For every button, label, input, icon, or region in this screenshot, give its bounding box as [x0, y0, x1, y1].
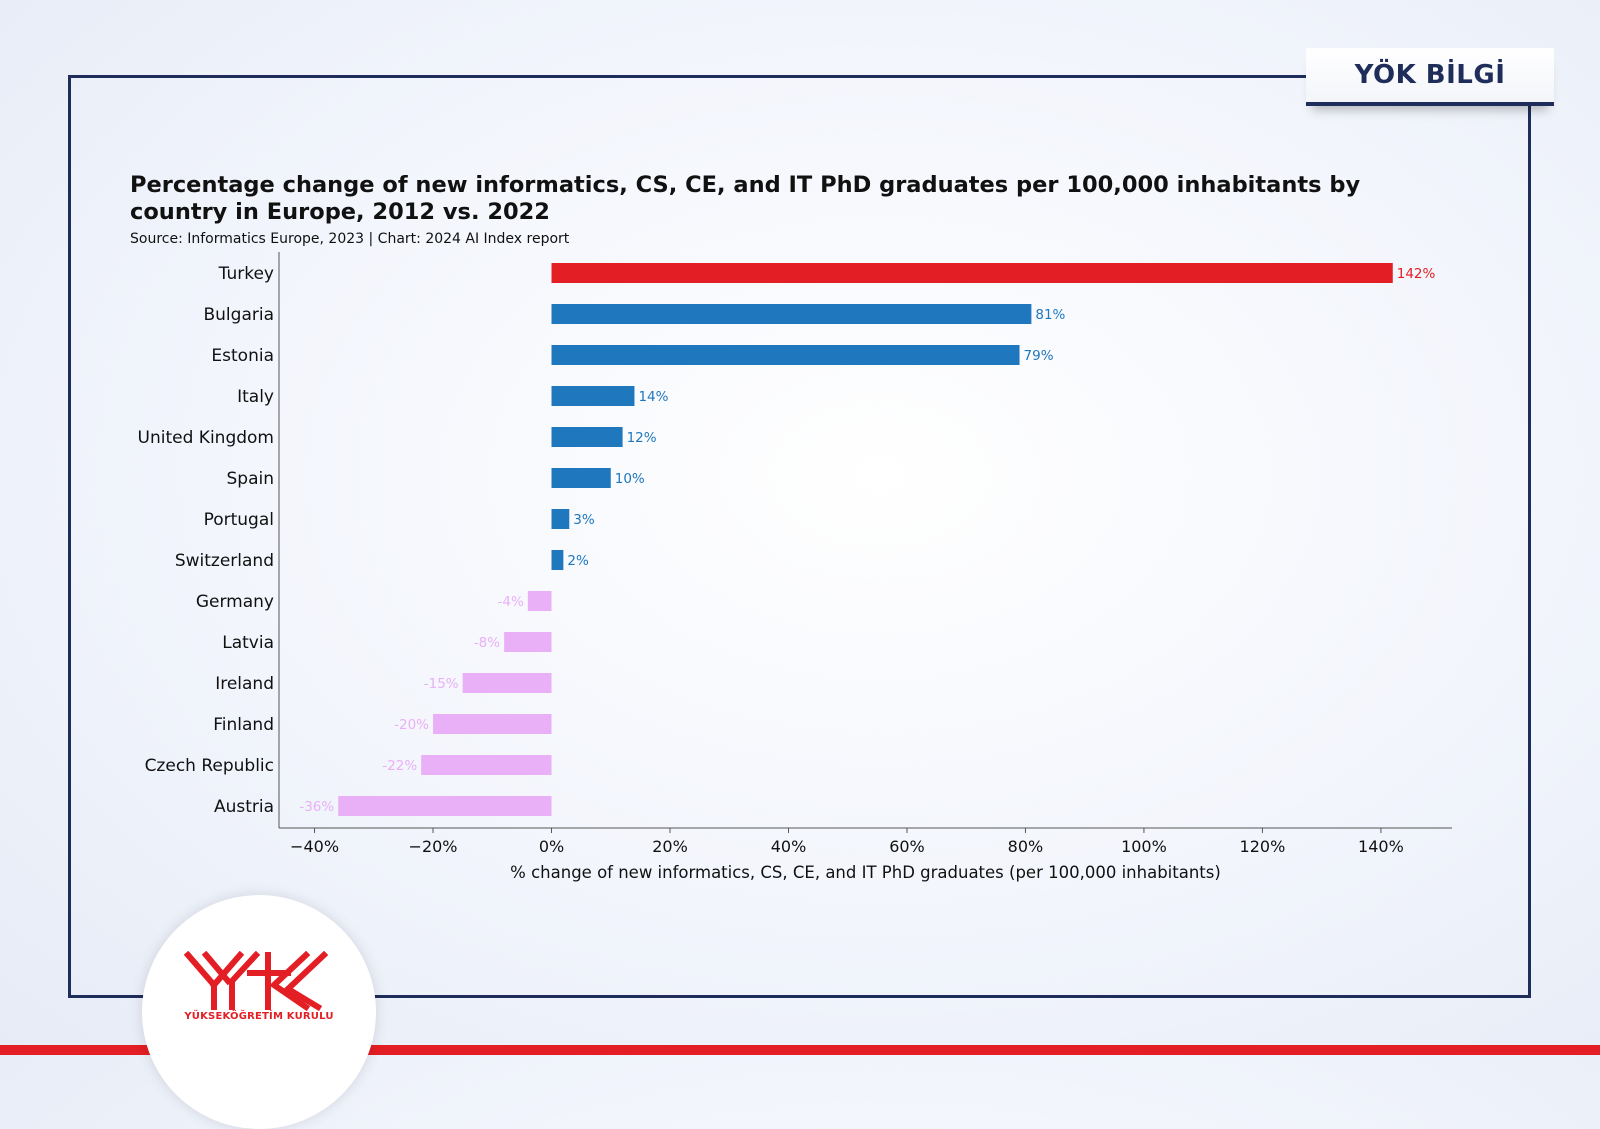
- bar-austria: [338, 796, 552, 816]
- chart-title: Percentage change of new informatics, CS…: [130, 172, 1361, 225]
- category-label: Estonia: [211, 346, 274, 366]
- bar-latvia: [504, 632, 552, 652]
- bar-germany: [527, 591, 552, 611]
- bar-estonia: [551, 345, 1020, 365]
- value-label: -8%: [474, 635, 500, 651]
- chart-subtitle: Source: Informatics Europe, 2023 | Chart…: [130, 231, 570, 247]
- value-label: -20%: [394, 717, 429, 733]
- bar-finland: [433, 714, 552, 734]
- bar-chart: Turkey 142% Bulgaria 81% Estonia 79% Italy 14% U…: [138, 252, 1452, 882]
- badge-label: YÖK BİLGİ: [1354, 60, 1506, 90]
- bar-italy: [551, 386, 635, 406]
- bottom-red-bar: [0, 1045, 1600, 1055]
- x-tick-label: 120%: [1240, 837, 1286, 856]
- category-label: Finland: [213, 715, 274, 735]
- category-label: Bulgaria: [204, 305, 275, 325]
- value-label: 81%: [1035, 307, 1065, 323]
- x-tick-label: 80%: [1008, 837, 1044, 856]
- x-tick-label: 60%: [889, 837, 925, 856]
- x-tick-label: 140%: [1358, 837, 1404, 856]
- bar-bulgaria: [551, 304, 1032, 324]
- x-tick-label: 40%: [771, 837, 807, 856]
- value-label: 12%: [627, 430, 657, 446]
- x-tick-label: 20%: [652, 837, 688, 856]
- logo-text: YÜKSEKÖĞRETİM KURULU: [184, 1011, 334, 1022]
- value-label: -22%: [382, 758, 417, 774]
- x-axis-label: % change of new informatics, CS, CE, and…: [510, 863, 1221, 882]
- bar-ireland: [462, 673, 552, 693]
- logo-badge: YÜKSEKÖĞRETİM KURULU: [142, 895, 376, 1129]
- x-tick-label: 0%: [539, 837, 564, 856]
- category-label: Austria: [214, 797, 274, 817]
- category-label: Switzerland: [175, 551, 274, 571]
- value-label: 14%: [638, 389, 668, 405]
- category-label: Italy: [237, 387, 274, 407]
- content-frame: [68, 75, 1531, 998]
- yok-bilgi-badge: YÖK BİLGİ: [1306, 48, 1554, 106]
- x-tick-label: −40%: [290, 837, 339, 856]
- bar-turkey: [551, 263, 1393, 283]
- value-label: 10%: [615, 471, 645, 487]
- value-label: 3%: [573, 512, 595, 528]
- value-label: -4%: [498, 594, 524, 610]
- x-tick-label: −20%: [409, 837, 458, 856]
- category-label: Ireland: [215, 674, 274, 694]
- value-label: 79%: [1024, 348, 1054, 364]
- category-label: Spain: [227, 469, 275, 489]
- bar-portugal: [551, 509, 570, 529]
- category-label: Germany: [196, 592, 274, 612]
- bar-spain: [551, 468, 611, 488]
- yok-logo-icon: [184, 951, 329, 1011]
- category-label: Latvia: [222, 633, 274, 653]
- category-label: Turkey: [218, 264, 274, 284]
- bar-switzerland: [551, 550, 564, 570]
- x-tick-label: 100%: [1121, 837, 1167, 856]
- value-label: 142%: [1397, 266, 1436, 282]
- bar-czech-republic: [421, 755, 552, 775]
- bar-united-kingdom: [551, 427, 623, 447]
- value-label: -15%: [424, 676, 459, 692]
- value-label: -36%: [299, 799, 334, 815]
- value-label: 2%: [567, 553, 589, 569]
- category-label: Portugal: [204, 510, 274, 530]
- category-label: Czech Republic: [145, 756, 274, 776]
- category-label: United Kingdom: [138, 428, 274, 448]
